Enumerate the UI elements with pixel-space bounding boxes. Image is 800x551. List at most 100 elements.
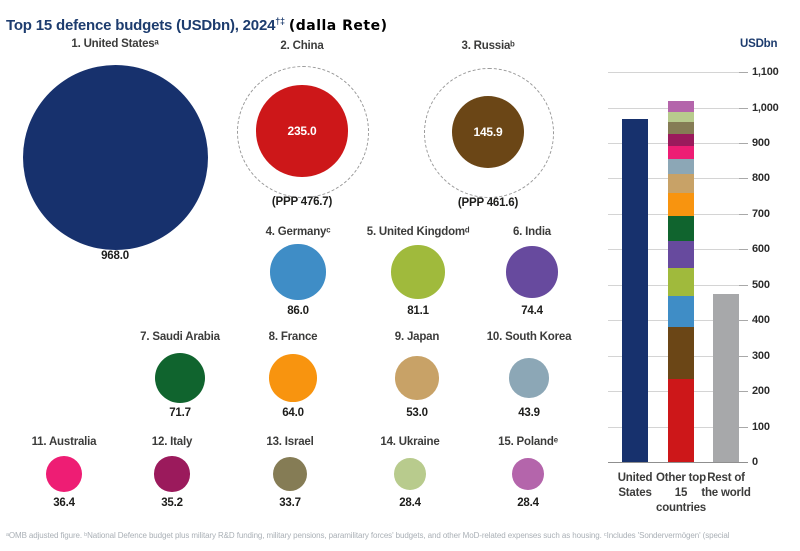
bar-segment-india	[668, 241, 694, 268]
tick-mark	[739, 284, 748, 286]
bar-segment-israel	[668, 121, 694, 134]
tick-mark	[739, 213, 748, 215]
tick-mark	[739, 320, 748, 322]
bubble-label: 1. United Statesᵃ	[71, 38, 159, 50]
bubble-label: 4. Germanyᶜ	[265, 226, 331, 238]
bar-segment-saudi-arabia	[668, 215, 694, 242]
tick-mark	[739, 178, 748, 180]
y-tick-label: 600	[752, 243, 770, 256]
bubble-value: 81.1	[407, 305, 429, 317]
bubble-label: 3. Russiaᵇ	[461, 40, 515, 52]
bubble-circle	[269, 354, 317, 402]
y-tick-label: 0	[752, 456, 758, 468]
bubble-label: 5. United Kingdomᵈ	[366, 226, 470, 238]
ppp-value-label: (PPP 461.6)	[457, 197, 519, 209]
bubble-circle	[394, 458, 426, 490]
bar-category-label: Rest of the world	[701, 472, 751, 499]
bubble-label: 15. Polandᵉ	[498, 436, 558, 448]
bubble-value: 35.2	[161, 497, 183, 509]
bubble-circle	[506, 246, 558, 298]
bar-segment-rest-of-the-world	[713, 293, 739, 462]
bubble-label: 10. South Korea	[486, 331, 572, 343]
bar-segment-china	[668, 378, 694, 462]
bubble-value: 71.7	[169, 407, 191, 419]
bubble-circle	[270, 244, 326, 300]
bubble-label: 6. India	[512, 226, 552, 238]
bubble-label: 11. Australia	[31, 436, 97, 448]
y-tick-label: 1,000	[752, 101, 779, 114]
bubble-value: 28.4	[399, 497, 421, 509]
y-tick-label: 800	[752, 172, 770, 185]
title-superscript: †‡	[275, 16, 285, 27]
tick-mark	[739, 142, 748, 144]
bubble-label: 13. Israel	[266, 436, 314, 448]
bar-segment-germany	[668, 296, 694, 327]
bubble-value: 36.4	[53, 497, 75, 509]
bar-category-label: United States	[617, 472, 653, 499]
bubble-label: 7. Saudi Arabia	[140, 331, 220, 343]
bar-segment-poland	[668, 101, 694, 112]
tick-mark	[739, 355, 748, 357]
bubble-value: 53.0	[406, 407, 428, 419]
page-title: Top 15 defence budgets (USDbn), 2024†‡ (…	[6, 16, 388, 34]
bubble-circle	[509, 358, 549, 398]
bubble-value: 64.0	[282, 407, 304, 419]
y-tick-label: 700	[752, 207, 770, 220]
bubble-circle	[452, 96, 524, 168]
bubble-circle	[272, 456, 308, 492]
bar-segment-united-kingdom	[668, 267, 694, 297]
bubble-circle	[391, 245, 445, 299]
gridline	[608, 72, 748, 74]
y-tick-label: 900	[752, 136, 770, 149]
ppp-value-label: (PPP 476.7)	[271, 196, 333, 208]
y-tick-label: 300	[752, 349, 770, 362]
bubble-value: 235.0	[287, 124, 317, 138]
bubble-value: 86.0	[287, 305, 309, 317]
bar-segment-south-korea	[668, 158, 694, 175]
tick-mark	[739, 107, 748, 109]
bubble-value: 33.7	[279, 497, 301, 509]
y-tick-label: 100	[752, 420, 770, 433]
bar-segment-japan	[668, 174, 694, 194]
bubble-label: 8. France	[268, 331, 318, 343]
bubble-circle	[46, 456, 82, 492]
y-tick-label: 200	[752, 385, 770, 398]
tick-mark	[739, 426, 748, 428]
bubble-value: 43.9	[518, 407, 540, 419]
tick-mark	[739, 249, 748, 251]
y-tick-label: 400	[752, 314, 770, 327]
bubble-circle	[22, 64, 208, 250]
bubble-label: 14. Ukraine	[380, 436, 440, 448]
y-tick-label: 1,100	[752, 66, 779, 79]
bubble-circle	[154, 456, 190, 492]
tick-mark	[739, 391, 748, 393]
bubble-circle	[512, 458, 544, 490]
title-main: Top 15 defence budgets (USDbn), 2024	[6, 17, 276, 35]
x-axis-line	[608, 462, 748, 463]
bar-segment-france	[668, 193, 694, 216]
bubble-circle	[395, 356, 439, 400]
bar-segment-italy	[668, 133, 694, 146]
ppp-ring	[424, 68, 554, 198]
bar-segment-russia	[668, 326, 694, 379]
bubble-label: 12. Italy	[151, 436, 193, 448]
bar-segment-australia	[668, 145, 694, 159]
bar-segment-ukraine	[668, 111, 694, 122]
title-annotation: (dalla Rete)	[288, 18, 388, 35]
y-tick-label: 500	[752, 278, 770, 291]
bubble-label: 2. China	[280, 40, 324, 52]
tick-mark	[739, 72, 748, 74]
bubble-value: 968.0	[101, 250, 129, 262]
bar-category-label: Other top 15 countries	[656, 472, 706, 514]
bubble-value: 74.4	[521, 305, 543, 317]
bubble-circle	[256, 85, 348, 177]
bubble-label: 9. Japan	[394, 331, 440, 343]
y-axis-unit-label: USDbn	[740, 38, 778, 50]
bar-segment-united-states	[622, 118, 648, 462]
ppp-ring	[237, 66, 369, 198]
bubble-value: 28.4	[517, 497, 539, 509]
footnote-text: ᵃOMB adjusted figure. ᵇNational Defence …	[6, 531, 730, 540]
bubble-circle	[154, 352, 206, 404]
bubble-value: 145.9	[473, 125, 503, 139]
